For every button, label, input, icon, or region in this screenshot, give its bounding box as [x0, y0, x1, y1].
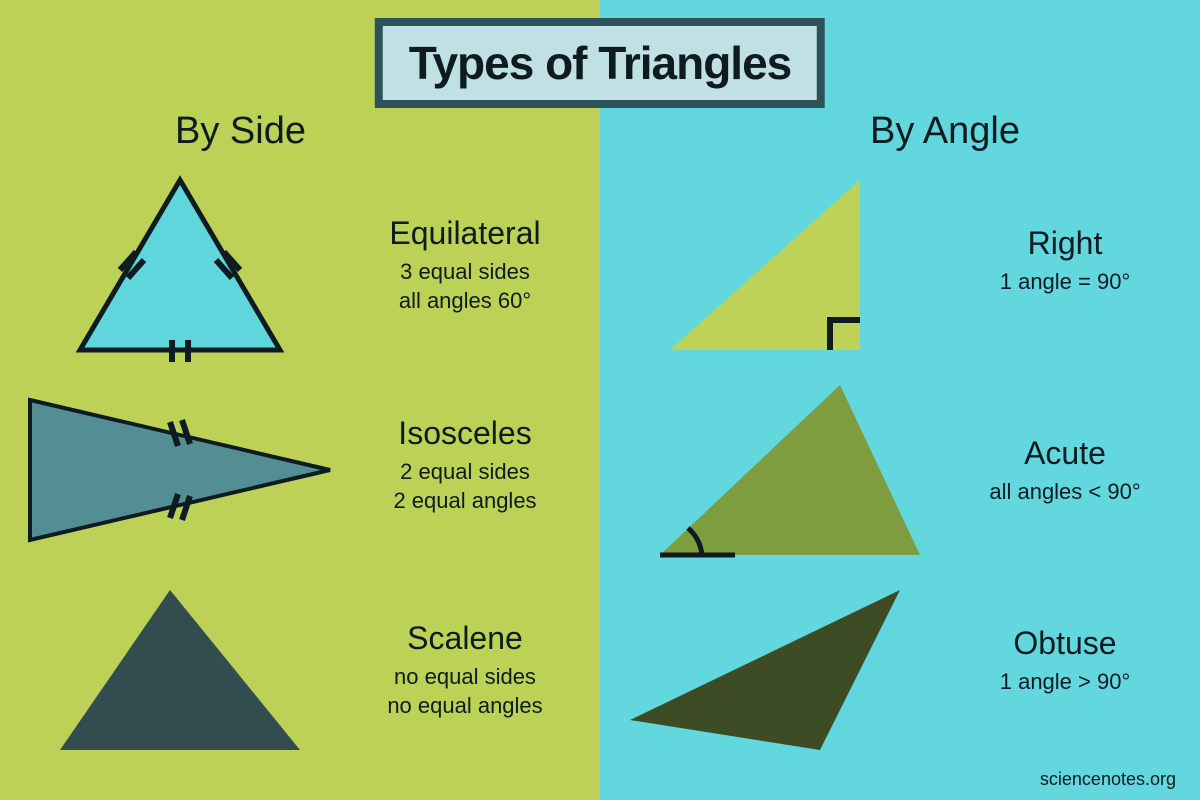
- equilateral-name: Equilateral: [340, 215, 590, 252]
- page-title: Types of Triangles: [375, 18, 825, 108]
- isosceles-name: Isosceles: [340, 415, 590, 452]
- obtuse-desc1: 1 angle > 90°: [940, 668, 1190, 697]
- scalene-name: Scalene: [340, 620, 590, 657]
- scalene-desc2: no equal angles: [340, 692, 590, 721]
- equilateral-desc2: all angles 60°: [340, 287, 590, 316]
- scalene-triangle-icon: [40, 580, 320, 780]
- isosceles-row: Isosceles 2 equal sides 2 equal angles: [0, 380, 600, 580]
- acute-desc1: all angles < 90°: [940, 478, 1190, 507]
- right-triangle-icon: [640, 170, 920, 370]
- obtuse-name: Obtuse: [940, 625, 1190, 662]
- acute-triangle-icon: [640, 380, 920, 580]
- obtuse-triangle-icon: [620, 580, 940, 780]
- credit-text: sciencenotes.org: [1040, 769, 1176, 790]
- acute-row: Acute all angles < 90°: [600, 380, 1200, 580]
- scalene-desc1: no equal sides: [340, 663, 590, 692]
- equilateral-desc1: 3 equal sides: [340, 258, 590, 287]
- right-section-header: By Angle: [870, 110, 1020, 153]
- isosceles-desc2: 2 equal angles: [340, 487, 590, 516]
- isosceles-triangle-icon: [20, 380, 340, 580]
- equilateral-triangle-icon: [40, 170, 320, 370]
- scalene-row: Scalene no equal sides no equal angles: [0, 580, 600, 780]
- acute-name: Acute: [940, 435, 1190, 472]
- right-desc1: 1 angle = 90°: [940, 268, 1190, 297]
- right-row: Right 1 angle = 90°: [600, 170, 1200, 370]
- equilateral-row: Equilateral 3 equal sides all angles 60°: [0, 170, 600, 370]
- left-section-header: By Side: [175, 110, 306, 153]
- obtuse-row: Obtuse 1 angle > 90°: [600, 580, 1200, 780]
- right-name: Right: [940, 225, 1190, 262]
- isosceles-desc1: 2 equal sides: [340, 458, 590, 487]
